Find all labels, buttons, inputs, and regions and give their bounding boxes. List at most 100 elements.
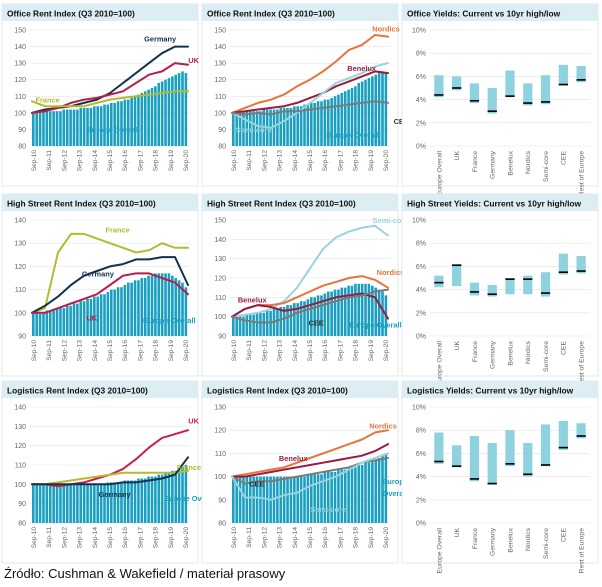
- europe-overall-bar: [113, 102, 116, 146]
- europe-overall-bar: [360, 465, 364, 523]
- europe-overall-bar: [126, 480, 130, 523]
- europe-overall-bar: [154, 476, 157, 523]
- europe-overall-bar: [140, 278, 144, 336]
- europe-overall-bar: [79, 301, 83, 336]
- y-tick-label: 6%: [416, 264, 426, 271]
- europe-overall-bar: [65, 109, 69, 146]
- europe-overall-bar: [99, 106, 103, 146]
- europe-overall-bar: [238, 476, 242, 523]
- europe-overall-bar: [360, 81, 364, 146]
- europe-overall-bar: [52, 111, 55, 146]
- y-tick-label: 6%: [416, 451, 426, 458]
- europe-overall-bar: [184, 287, 188, 336]
- europe-overall-bar: [48, 111, 52, 146]
- x-tick-label: Sep-14: [292, 340, 299, 362]
- europe-overall-bar: [120, 287, 123, 336]
- europe-overall-bar: [245, 476, 249, 523]
- y-tick-label: 120: [14, 264, 26, 271]
- series-line-germany: [31, 256, 189, 314]
- x-tick-label: Sep-11: [246, 527, 253, 548]
- europe-overall-bar: [242, 476, 245, 523]
- category-label: Nordics: [525, 527, 532, 551]
- y-tick-label: 110: [215, 295, 226, 302]
- series-label: Germany: [99, 490, 132, 499]
- europe-overall-bar: [171, 76, 174, 146]
- panel-header: [2, 194, 198, 211]
- europe-overall-bar: [235, 476, 238, 523]
- europe-overall-bar: [99, 484, 103, 523]
- category-label: Europe Overall: [436, 151, 443, 197]
- category-label: Germany: [490, 340, 497, 369]
- x-tick-label: Sep-14: [292, 527, 299, 549]
- y-tick-label: 100: [214, 110, 226, 117]
- series-label: Benelux: [238, 295, 268, 304]
- y-tick-label: 110: [15, 287, 26, 294]
- europe-overall-bar: [181, 282, 184, 336]
- series-label: Semi-core: [236, 125, 272, 134]
- europe-overall-bar: [184, 73, 188, 146]
- europe-overall-bar: [38, 112, 42, 146]
- europe-overall-bar: [174, 74, 178, 146]
- europe-overall-bar: [96, 106, 100, 146]
- europe-overall-bar: [248, 314, 252, 336]
- y-tick-label: 90: [18, 501, 26, 508]
- x-tick-label: Sep-12: [261, 340, 268, 362]
- x-tick-label: Sep-20: [383, 150, 390, 172]
- x-tick-label: Sep-20: [183, 527, 190, 549]
- europe-overall-bar: [299, 476, 303, 523]
- europe-overall-bar: [154, 273, 157, 336]
- x-tick-label: Sep-18: [353, 150, 360, 172]
- europe-overall-bar: [65, 305, 69, 336]
- panel-frame: [401, 193, 599, 377]
- series-line-germany: [31, 456, 189, 486]
- europe-overall-bar: [140, 92, 144, 146]
- y-tick-label: 120: [14, 77, 26, 84]
- europe-overall-bar: [313, 474, 316, 523]
- europe-overall-bar: [45, 111, 49, 146]
- europe-overall-bar: [150, 275, 154, 336]
- europe-overall-bar: [150, 88, 154, 146]
- x-tick-label: Sep-16: [322, 150, 329, 172]
- europe-overall-bar: [357, 465, 361, 523]
- yield-range-bar: [487, 284, 497, 297]
- yield-range-bar: [469, 436, 480, 482]
- europe-overall-bar: [279, 107, 283, 146]
- x-tick-label: Sep-13: [77, 340, 84, 362]
- europe-overall-bar: [245, 314, 249, 336]
- panel-frame: [401, 3, 599, 187]
- europe-overall-bar: [123, 99, 127, 146]
- europe-overall-bar: [252, 314, 255, 336]
- y-tick-label: 110: [215, 94, 226, 101]
- europe-overall-bar: [130, 282, 133, 336]
- europe-overall-bar: [177, 73, 181, 146]
- category-label: France: [472, 151, 479, 172]
- yield-range-bar: [434, 432, 444, 464]
- europe-overall-bar: [293, 476, 296, 523]
- x-tick-label: Sep-17: [337, 527, 344, 549]
- europe-overall-bar: [262, 476, 266, 523]
- x-tick-label: Sep-16: [322, 527, 329, 549]
- panel-header: [402, 381, 598, 398]
- y-tick-label: 2%: [416, 310, 426, 317]
- europe-overall-bar: [126, 282, 130, 336]
- europe-overall-bar: [96, 484, 100, 523]
- panel-header: [2, 381, 198, 398]
- europe-overall-bar: [279, 476, 283, 523]
- x-tick-label: Sep-12: [261, 527, 268, 549]
- europe-overall-bar: [293, 106, 296, 146]
- europe-overall-bar: [323, 99, 327, 146]
- panel-header: [202, 194, 398, 211]
- y-tick-label: 120: [214, 77, 226, 84]
- europe-overall-bar: [313, 297, 316, 336]
- panel-header: [402, 4, 598, 21]
- series-label: Benelux: [279, 454, 309, 463]
- europe-overall-bar: [167, 78, 171, 146]
- europe-overall-bar: [167, 472, 171, 523]
- category-label: Europe Overall: [436, 528, 443, 574]
- europe-overall-bar: [99, 294, 103, 336]
- y-tick-label: 140: [214, 237, 226, 244]
- category-label: Rest of Europe: [579, 151, 586, 197]
- europe-overall-bar: [293, 303, 296, 336]
- x-tick-label: Sep-17: [137, 150, 144, 172]
- x-tick-label: Sep-11: [46, 150, 53, 171]
